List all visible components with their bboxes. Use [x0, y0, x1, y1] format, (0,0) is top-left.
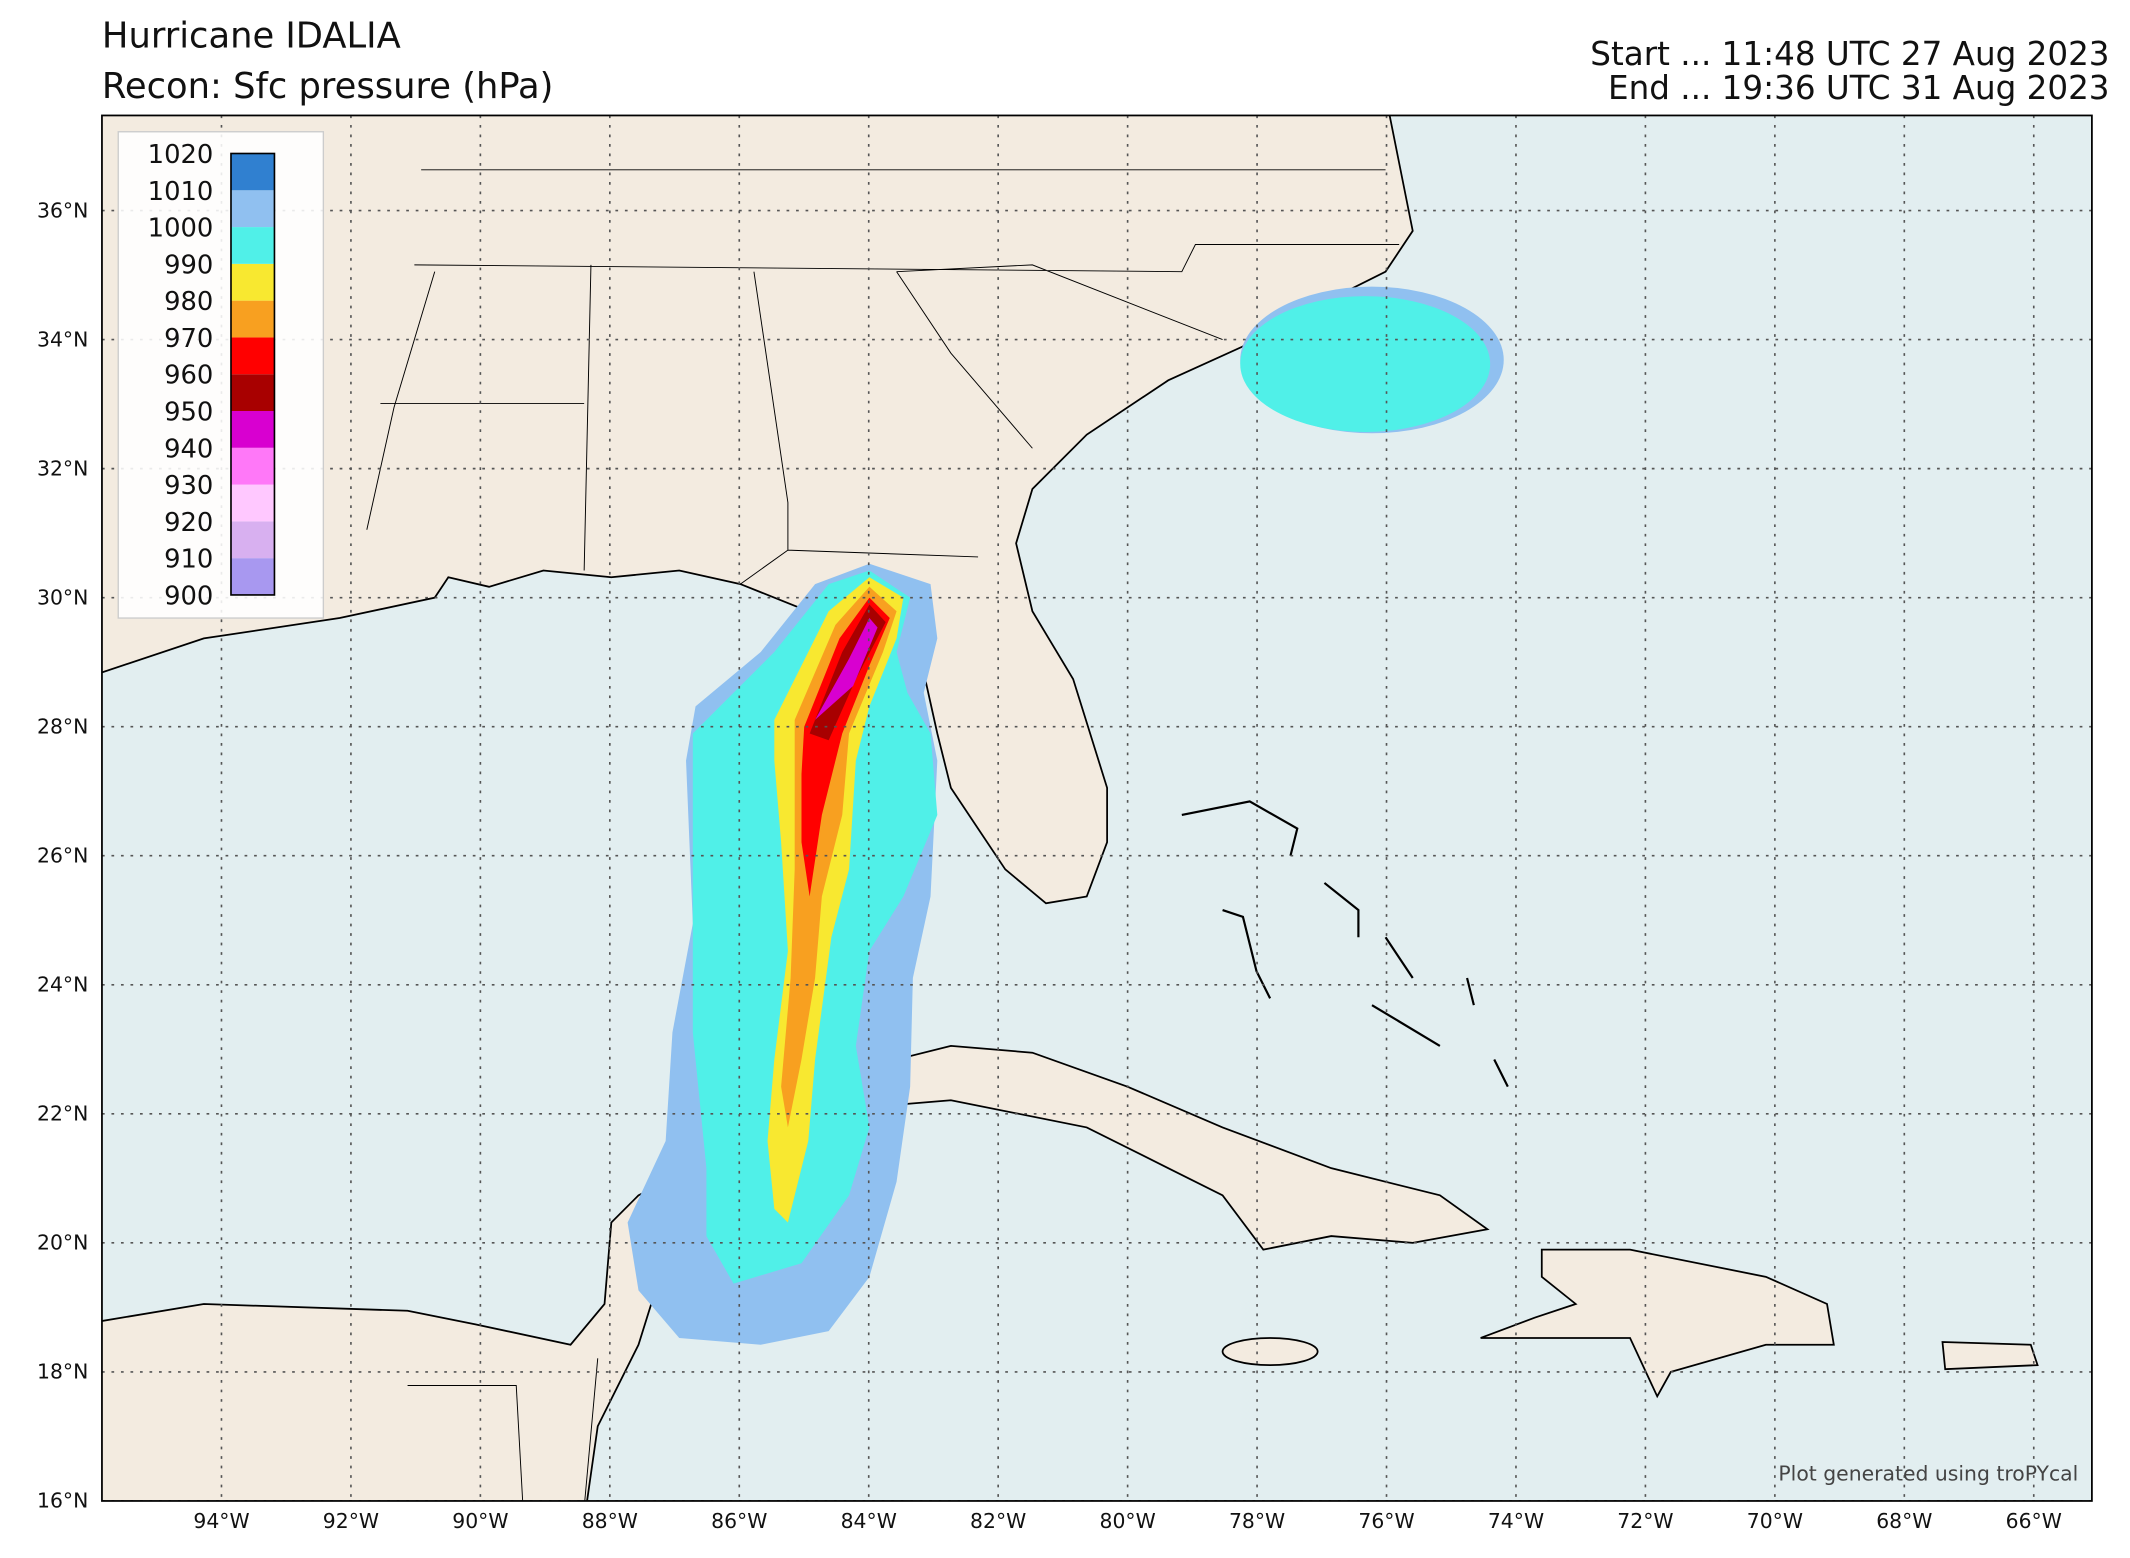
frame: [101, 114, 2093, 1502]
lat-label: 16°N: [37, 1489, 88, 1513]
lat-label: 20°N: [37, 1231, 88, 1255]
lon-label: 94°W: [193, 1509, 249, 1533]
bahamas: [1181, 800, 1509, 1088]
colorbar-swatch: [230, 263, 275, 301]
lat-label: 32°N: [37, 456, 88, 480]
colorbar-swatch: [230, 153, 275, 191]
lon-label: 88°W: [582, 1509, 638, 1533]
colorbar-label: 1000: [148, 214, 214, 244]
map: [101, 115, 2092, 1501]
legend-box: [117, 131, 325, 619]
lon-label: 80°W: [1100, 1509, 1156, 1533]
lon-label: 78°W: [1229, 1509, 1285, 1533]
lon-label: 86°W: [711, 1509, 767, 1533]
colorbar-swatch: [230, 484, 275, 522]
lat-label: 24°N: [37, 973, 88, 997]
lon-label: 72°W: [1617, 1509, 1673, 1533]
lon-label: 90°W: [452, 1509, 508, 1533]
colorbar-label: 910: [164, 545, 213, 575]
colorbar-swatch: [230, 447, 275, 485]
colorbar-label: 970: [164, 324, 213, 354]
colorbar-label: 980: [164, 287, 213, 317]
colorbar-label: 990: [164, 250, 213, 280]
colorbar-outline: [230, 152, 276, 596]
start-time: Start ... 11:48 UTC 27 Aug 2023: [1590, 35, 2109, 73]
pressure-swath: [627, 286, 1504, 1345]
credit: Plot generated using troPYcal: [1778, 1462, 2078, 1486]
cuba: [792, 1045, 1490, 1251]
lon-label: 82°W: [970, 1509, 1026, 1533]
lat-label: 28°N: [37, 714, 88, 738]
subtitle: Recon: Sfc pressure (hPa): [102, 66, 554, 107]
lon-label: 68°W: [1876, 1509, 1932, 1533]
title: Hurricane IDALIA: [102, 16, 401, 57]
colorbar-swatch: [230, 558, 275, 595]
lon-label: 66°W: [2006, 1509, 2062, 1533]
lon-label: 84°W: [841, 1509, 897, 1533]
colorbar-swatch: [230, 374, 275, 412]
colorbar-swatch: [230, 521, 275, 559]
colorbar-label: 940: [164, 434, 213, 464]
lat-label: 26°N: [37, 844, 88, 868]
colorbar-label: 920: [164, 508, 213, 538]
state-borders: [366, 169, 1400, 585]
colorbar-swatch: [230, 411, 275, 448]
colorbar-swatch: [230, 337, 275, 375]
lat-label: 36°N: [37, 198, 88, 222]
colorbar-label: 900: [164, 581, 213, 611]
colorbar-swatch: [230, 190, 275, 228]
puerto-rico: [1941, 1341, 2039, 1371]
colorbar-swatch: [230, 227, 275, 264]
lon-label: 92°W: [323, 1509, 379, 1533]
colorbar-label: 1020: [148, 140, 214, 170]
hispaniola: [1480, 1248, 1835, 1399]
colorbar-label: 950: [164, 398, 213, 428]
lat-label: 18°N: [37, 1360, 88, 1384]
mexico-borders: [407, 1358, 599, 1501]
end-time: End ... 19:36 UTC 31 Aug 2023: [1608, 69, 2110, 107]
colorbar-swatch: [230, 300, 275, 338]
lon-label: 74°W: [1488, 1509, 1544, 1533]
lat-label: 34°N: [37, 327, 88, 351]
colorbar-label: 960: [164, 361, 213, 391]
lon-label: 76°W: [1358, 1509, 1414, 1533]
colorbar-label: 930: [164, 471, 213, 501]
colorbar-label: 1010: [148, 177, 214, 207]
lon-label: 70°W: [1747, 1509, 1803, 1533]
jamaica: [1221, 1337, 1319, 1367]
lat-label: 30°N: [37, 585, 88, 609]
lat-label: 22°N: [37, 1102, 88, 1126]
